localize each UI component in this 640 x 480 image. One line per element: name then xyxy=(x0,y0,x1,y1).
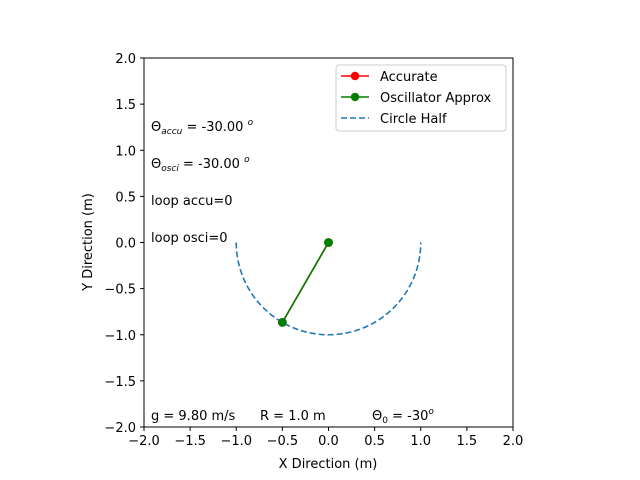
x-tick-label: 0.0 xyxy=(318,434,339,449)
theta-osci-value: = -30.00 xyxy=(179,157,244,172)
x-tick-label: −1.0 xyxy=(220,434,252,449)
theta-accu-unit: o xyxy=(248,118,254,128)
legend-oscillator-marker xyxy=(350,92,360,102)
theta-accu-symbol: Θ xyxy=(151,120,161,135)
y-tick-label: 2.0 xyxy=(115,52,136,67)
theta-osci-annotation: Θosci = -30.00 o xyxy=(151,155,250,174)
series-layer xyxy=(235,238,422,336)
theta-accu-subscript: accu xyxy=(161,127,182,137)
y-tick-label: −2.0 xyxy=(104,421,136,436)
oscillator-series-point xyxy=(324,238,333,247)
legend-oscillator-label: Oscillator Approx xyxy=(380,91,491,106)
x-tick-label: −1.5 xyxy=(174,434,206,449)
y-ticks: −2.0 −1.5 −1.0 −0.5 0.0 0.5 1.0 1.5 2.0 xyxy=(104,52,144,436)
y-tick-label: −0.5 xyxy=(104,283,136,298)
theta-osci-unit: o xyxy=(244,155,250,165)
theta-osci-subscript: osci xyxy=(161,164,179,174)
loop-accu-annotation: loop accu=0 xyxy=(151,194,233,209)
y-tick-label: 0.0 xyxy=(115,237,136,252)
x-axis-label: X Direction (m) xyxy=(279,457,378,472)
theta0-annotation: Θ0 = -30o xyxy=(372,407,434,426)
y-tick-label: −1.5 xyxy=(104,375,136,390)
y-axis-label: Y Direction (m) xyxy=(81,193,96,292)
y-tick-label: 1.5 xyxy=(115,98,136,113)
legend-box xyxy=(335,64,507,132)
oscillator-series-line xyxy=(281,242,330,323)
theta0-subscript: 0 xyxy=(382,416,388,426)
legend: Accurate Oscillator Approx Circle Half xyxy=(335,64,507,132)
radius-annotation: R = 1.0 m xyxy=(260,409,326,424)
legend-circle-label: Circle Half xyxy=(380,112,447,127)
theta0-value: = -30 xyxy=(388,409,428,424)
y-tick-label: 0.5 xyxy=(115,190,136,205)
oscillator-series-point xyxy=(277,317,287,327)
x-tick-label: 1.0 xyxy=(410,434,431,449)
circle-half-series xyxy=(235,242,422,336)
theta-accu-value: = -30.00 xyxy=(182,120,247,135)
y-tick-label: 1.0 xyxy=(115,144,136,159)
loop-osci-annotation: loop osci=0 xyxy=(151,231,228,246)
x-tick-label: 0.5 xyxy=(364,434,385,449)
gravity-annotation: g = 9.80 m/s xyxy=(151,409,236,424)
theta-accu-annotation: Θaccu = -30.00 o xyxy=(151,118,254,137)
x-tick-label: −0.5 xyxy=(267,434,299,449)
x-tick-label: −2.0 xyxy=(128,434,160,449)
x-ticks: −2.0 −1.5 −1.0 −0.5 0.0 0.5 1.0 1.5 2.0 xyxy=(128,427,523,449)
x-tick-label: 2.0 xyxy=(503,434,524,449)
theta0-unit: o xyxy=(428,407,434,417)
legend-accurate-label: Accurate xyxy=(380,70,438,85)
y-tick-label: −1.0 xyxy=(104,329,136,344)
legend-accurate-marker xyxy=(350,71,360,81)
theta0-symbol: Θ xyxy=(372,409,382,424)
x-tick-label: 1.5 xyxy=(457,434,478,449)
theta-osci-symbol: Θ xyxy=(151,157,161,172)
